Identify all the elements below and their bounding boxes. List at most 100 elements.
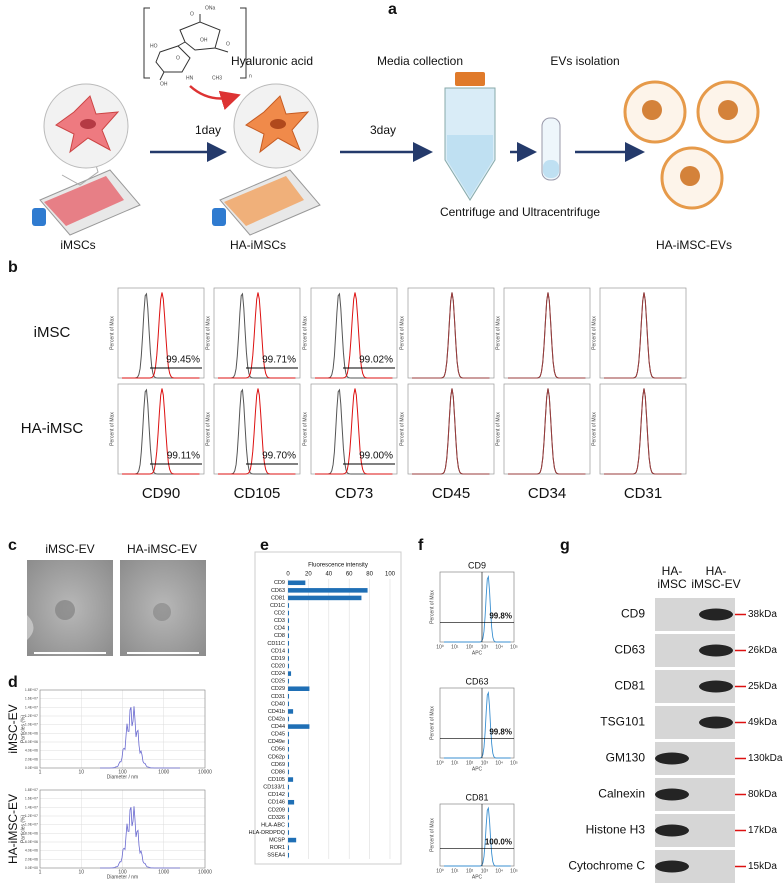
structure-label: n [249,73,252,79]
bar [288,777,294,782]
marker-curve [412,292,490,379]
x-tick-label: 10 [78,769,84,775]
y-axis-label: Percent of Max [109,412,115,446]
y-axis-label: Percent of Max [302,412,308,446]
category-label: CD31 [271,694,285,700]
y-tick-label: 1.4E+07 [25,805,38,809]
plot-frame [439,687,515,759]
western-blots: CD9 38kDa CD63 26kDa CD81 25kDa TSG101 49kDa GM1… [568,598,783,883]
panel-label: d [8,674,18,691]
y-tick-label: 1.6E+07 [25,697,38,701]
marker-curve [412,388,490,475]
x-tick-label: 60 [346,572,353,578]
plot-frame [407,383,495,475]
x-tick-label: 10¹ [451,760,459,766]
category-label: CD142 [268,792,285,798]
y-axis-label: Percent of Max [302,316,308,350]
plot-frame [599,287,687,379]
structure-label: O [226,41,230,47]
lane-header: iMSC-EV [691,577,740,591]
y-tick-label: 1.0E+07 [25,823,38,827]
x-tick-label: 10² [466,644,474,650]
bar [288,625,290,631]
plot-frame [39,789,206,869]
x-tick-label: 10² [466,868,474,874]
gate-percentage: 99.8% [489,612,512,621]
category-label: CD1C [270,603,285,609]
bar [288,852,290,858]
marker-curve [508,388,586,475]
category-label: CD19 [271,656,285,662]
x-tick-label: 0 [286,572,290,578]
bar [288,845,290,850]
tem-images [27,560,206,656]
y-axis-label: Percent of Max [399,316,405,350]
cell-dish [212,83,321,236]
y-tick-label: 0.0E+00 [25,866,38,870]
bar [288,678,290,684]
y-axis-label: Percent of Max [205,412,211,446]
gate-percentage: 99.45% [166,355,200,366]
x-axis-label: APC [472,766,483,772]
y-tick-label: 1.8E+07 [25,788,38,792]
image-title: HA-iMSC-EV [127,542,197,556]
size-label: 25kDa [748,681,777,692]
x-tick-label: 10⁰ [436,760,444,766]
bar [288,595,362,601]
histogram-curve [444,574,511,643]
category-label: CD105 [268,777,285,783]
protein-label: Cytochrome C [568,859,645,873]
stage-label: iMSCs [60,238,95,252]
size-label: 38kDa [748,609,777,620]
step-label: Hyaluronic acid [231,54,313,68]
x-tick-label: 40 [325,572,332,578]
category-label: CD11C [267,641,285,647]
flow-ev: CD9 Percent of Max 99.8% 10⁰ 10¹ 10² 10³ 10⁴ 10⁵… [429,560,517,880]
plot-frame [503,383,591,475]
category-label: ROR1 [270,845,285,851]
x-tick-label: 100 [118,769,127,775]
category-label: CD81 [271,595,285,601]
structure-label: O [176,55,180,61]
process-label: Centrifuge and Ultracentrifuge [440,205,600,219]
category-label: CD209 [268,807,285,813]
plot-title: CD63 [465,676,488,686]
category-label: CD42a [268,716,286,722]
marker-curve [315,292,393,379]
panel-label: b [8,259,18,276]
protein-label: Histone H3 [586,823,646,837]
protein-label: CD63 [614,643,645,657]
marker-curve [315,388,393,475]
category-label: CD133/1 [263,785,285,791]
plot-frame [503,287,591,379]
band [655,860,689,873]
band [655,788,689,801]
y-tick-label: 4.0E+06 [25,849,38,853]
step-label: EVs isolation [550,54,619,68]
category-label: CD8 [274,633,285,639]
gate-percentage: 99.00% [359,451,393,462]
bar [288,671,292,676]
plot-frame [407,287,495,379]
panel-label: f [418,537,424,554]
bar [288,686,310,691]
category-label: CD4 [274,626,285,632]
marker-curve [122,292,200,379]
y-tick-label: 1.6E+07 [25,797,38,801]
marker-curve [604,388,682,475]
size-label: 80kDa [748,789,777,800]
x-tick-label: 100 [385,572,396,578]
histogram-curve [444,806,511,867]
x-tick-label: 10000 [198,869,212,875]
step-label: Media collection [377,54,463,68]
marker-label: CD105 [234,485,281,502]
category-label: CD86 [271,769,285,775]
row-label: HA-iMSC [21,420,84,437]
x-axis-label: APC [472,650,483,656]
y-tick-label: 1.2E+07 [25,814,38,818]
lane-header: HA- [706,564,727,578]
hyaluronic-structure [143,7,247,81]
structure-label: OH [160,81,168,87]
gate-percentage: 99.71% [262,355,296,366]
bar [288,739,290,744]
